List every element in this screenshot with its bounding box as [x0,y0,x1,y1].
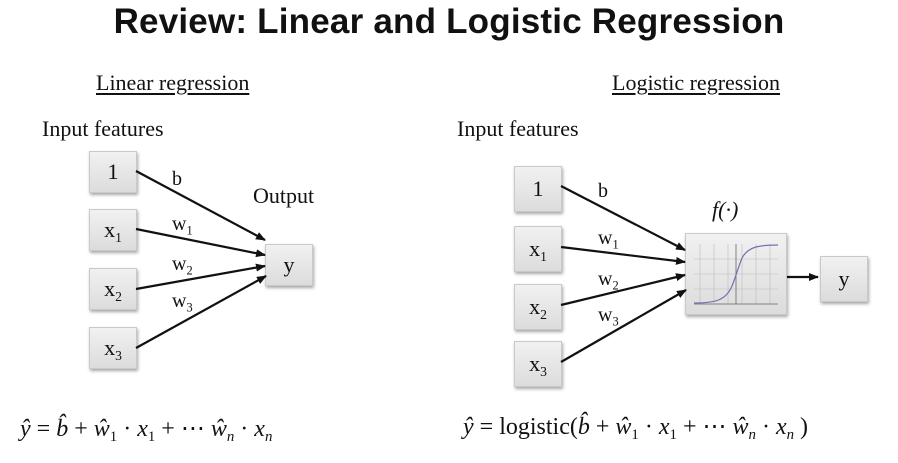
logistic-edge-label-w1: w1 [598,227,619,252]
logistic-node-x1: x1 [514,226,562,272]
logistic-edge-label-w2: w2 [598,268,619,293]
logistic-arrow-w2 [560,273,686,307]
slide-title: Review: Linear and Logistic Regression [113,2,785,41]
logistic-edge-label-w3: w3 [598,304,619,329]
logistic-arrow-b [560,185,686,251]
linear-edge-label-w3: w3 [172,290,193,315]
node-text: x3 [104,335,122,363]
node-text: x1 [104,217,122,245]
sigmoid-curve-icon [693,244,779,305]
logistic-function-label: f(·) [712,197,739,222]
linear-edge-label-b: b [172,168,182,190]
linear-formula: ŷ = b̂ + ŵ1 · x1 + ⋯ ŵn · xn [20,416,273,446]
logistic-arrow-w1 [560,245,686,265]
linear-arrow-w3 [135,275,267,349]
linear-node-bias: 1 [89,151,137,193]
node-text: x3 [529,351,547,379]
sigmoid-function-box [685,233,787,315]
linear-arrow-w1 [135,227,266,258]
logistic-heading: Logistic regression [612,70,781,95]
linear-node-output: y [265,244,313,286]
node-text: y [838,266,850,291]
node-text: x2 [104,276,122,304]
logistic-input-label: Input features [457,116,579,141]
node-text: 1 [107,159,119,184]
logistic-node-x3: x3 [514,341,562,387]
linear-arrow-b [135,170,266,241]
node-text: y [283,252,295,277]
linear-edge-label-w1: w1 [172,213,193,238]
logistic-arrow-w3 [560,289,687,363]
linear-node-x2: x2 [89,268,137,310]
linear-edge-label-w2: w2 [172,253,193,278]
logistic-formula: ŷ = logistic(b̂ + ŵ1 · x1 + ⋯ ŵn · xn ) [463,414,809,444]
linear-input-label: Input features [42,116,164,141]
logistic-node-bias: 1 [514,166,562,212]
logistic-edge-label-b: b [598,180,608,202]
linear-arrow-w2 [135,263,266,291]
linear-heading: Linear regression [96,70,250,95]
node-text: x2 [529,294,547,322]
node-text: 1 [532,176,544,201]
node-text: x1 [529,236,547,264]
linear-output-label: Output [253,183,315,208]
logistic-node-output: y [820,256,868,302]
logistic-node-x2: x2 [514,284,562,330]
